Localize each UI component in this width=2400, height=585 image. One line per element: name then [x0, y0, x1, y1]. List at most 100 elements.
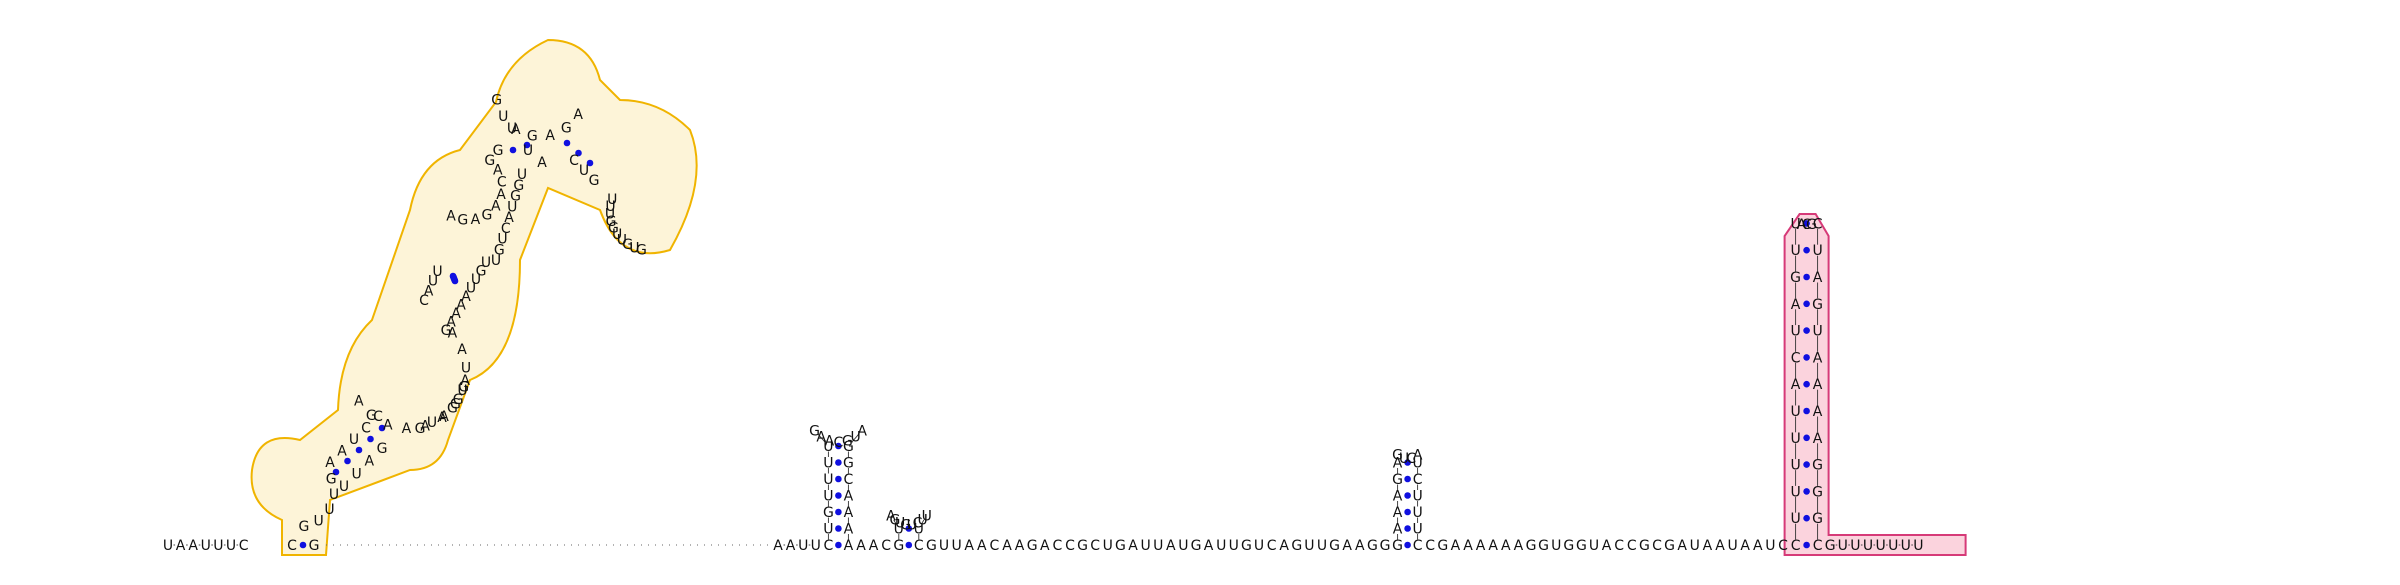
base-pair-hairpin-4	[1803, 327, 1810, 334]
hairpin-4-outline	[1783, 213, 1967, 556]
nucleotide-hairpin-3: A	[1413, 448, 1423, 464]
nucleotide-hairpin-4: A	[1791, 297, 1801, 313]
nucleotide-domain-a: G	[326, 472, 337, 488]
nucleotide-domain-a: A	[537, 155, 547, 171]
nucleotide-domain-a-highlight: G	[415, 421, 426, 437]
nucleotide-hairpin-4: A	[1813, 270, 1823, 286]
nucleotide-domain-a: G	[457, 213, 468, 229]
nucleotide-hairpin-1: G	[843, 439, 854, 455]
nucleotide-linker-2: A	[1279, 538, 1289, 554]
nucleotide-three-prime-tail: G	[1825, 538, 1836, 554]
nucleotide-domain-a: G	[453, 392, 464, 408]
domain-a-outline	[250, 38, 698, 556]
nucleotide-domain-a: U	[466, 281, 476, 297]
nucleotide-linker-2: A	[1002, 538, 1012, 554]
nucleotide-linker-2: U	[1229, 538, 1239, 554]
nucleotide-domain-a: C	[497, 175, 507, 191]
nucleotide-five-prime-tail: U	[226, 538, 236, 554]
nucleotide-linker-3: A	[1501, 538, 1511, 554]
nucleotide-hairpin-2: U	[895, 516, 905, 532]
nucleotide-hairpin-2: G	[893, 538, 904, 554]
nucleotide-five-prime-tail: A	[188, 538, 198, 554]
nucleotide-domain-a: A	[365, 454, 375, 470]
nucleotide-three-prime-tail: U	[1888, 538, 1898, 554]
nucleotide-domain-a: G	[450, 396, 461, 412]
nucleotide-linker-3: A	[1463, 538, 1473, 554]
nucleotide-hairpin-4: G	[1806, 217, 1817, 233]
nucleotide-hairpin-2: G	[900, 517, 911, 533]
base-pair-hairpin-4	[1803, 220, 1810, 227]
nucleotide-domain-a: A	[448, 326, 458, 342]
nucleotide-domain-a: G	[589, 173, 600, 189]
nucleotide-linker-3: U	[1589, 538, 1599, 554]
nucleotide-linker-2: C	[1267, 538, 1277, 554]
nucleotide-five-prime-tail: C	[239, 538, 249, 554]
nucleotide-domain-a: U	[507, 199, 517, 215]
backbone-layer	[173, 228, 1913, 546]
nucleotide-domain-a: A	[573, 107, 583, 123]
base-pair-hairpin-1	[835, 525, 842, 532]
nucleotide-hairpin-4: A	[1791, 377, 1801, 393]
nucleotide-hairpin-4: U	[1790, 243, 1800, 259]
nucleotide-linker-2: U	[1216, 538, 1226, 554]
nucleotide-domain-a: C	[373, 409, 383, 425]
nucleotide-domain-a: A	[456, 298, 466, 314]
nucleotide-domain-a: U	[523, 143, 533, 159]
nucleotide-domain-a: A	[491, 199, 501, 215]
nucleotide-domain-a: G	[481, 207, 492, 223]
nucleotide-domain-a: U	[517, 167, 527, 183]
nucleotide-linker-2: A	[964, 538, 974, 554]
nucleotide-hairpin-3: G	[1392, 448, 1403, 464]
nucleotide-linker-3: G	[1664, 538, 1675, 554]
nucleotide-hairpin-1: G	[842, 434, 853, 450]
nucleotide-domain-a: U	[457, 383, 467, 399]
nucleotide-three-prime-tail: U	[1901, 538, 1911, 554]
nucleotide-hairpin-4: A	[1813, 350, 1823, 366]
nucleotide-domain-a: U	[612, 227, 622, 243]
nucleotide-domain-a: G	[476, 264, 487, 280]
nucleotide-hairpin-4: C	[1813, 216, 1823, 232]
nucleotide-linker-2: C	[1090, 538, 1100, 554]
nucleotide-linker-2: U	[1140, 538, 1150, 554]
nucleotide-domain-a: U	[481, 255, 491, 271]
base-pair-hairpin-4	[1803, 246, 1810, 254]
nucleotide-linker-1: C	[881, 538, 891, 554]
nucleotide-domain-a: A	[496, 187, 506, 203]
nucleotide-linker-2: C	[990, 538, 1000, 554]
nucleotide-domain-a: C	[419, 293, 429, 309]
nucleotide-domain-a: G	[510, 189, 521, 205]
nucleotide-hairpin-4: G	[1812, 511, 1823, 527]
nucleotide-three-prime-tail: U	[1850, 538, 1860, 554]
nucleotide-domain-a: G	[494, 242, 505, 258]
nucleotide-domain-a: G	[527, 128, 538, 144]
nucleotide-domain-a: A	[461, 289, 471, 305]
nucleotide-hairpin-4: A	[1813, 404, 1823, 420]
nucleotide-hairpin-4: G	[1812, 297, 1823, 313]
nucleotide-linker-2: A	[977, 538, 987, 554]
nucleotide-hairpin-2: U	[914, 522, 924, 538]
nucleotide-linker-3: A	[1602, 538, 1612, 554]
nucleotide-linker-2: A	[1015, 538, 1025, 554]
nucleotide-linker-3: A	[1476, 538, 1486, 554]
nucleotide-domain-a-highlight: U	[427, 415, 437, 431]
nucleotide-three-prime-tail: U	[1838, 538, 1848, 554]
nucleotide-hairpin-1: U	[823, 439, 833, 455]
nucleotide-hairpin-1: U	[850, 430, 860, 446]
base-pair-hairpin-3	[1404, 459, 1411, 466]
nucleotide-linker-2: G	[1367, 538, 1378, 554]
nucleotide-hairpin-3: G	[1392, 538, 1403, 554]
nucleotide-domain-a: G	[441, 323, 452, 339]
nucleotide-linker-3: G	[1526, 538, 1537, 554]
nucleotide-hairpin-4: U	[1790, 216, 1800, 232]
nucleotide-hairpin-3: G	[1392, 472, 1403, 488]
backbone-hairpin-2	[921, 519, 925, 525]
nucleotide-domain-a: G	[299, 519, 310, 535]
base-pair-hairpin-2	[905, 541, 913, 549]
nucleotide-hairpin-4: U	[1790, 324, 1800, 340]
nucleotide-hairpin-1: U	[823, 472, 833, 488]
nucleotide-hairpin-4: U	[1790, 431, 1800, 447]
nucleotide-hairpin-2: U	[907, 517, 917, 533]
nucleotide-linker-1: A	[869, 538, 879, 554]
nucleotide-linker-2: U	[1153, 538, 1163, 554]
nucleotide-linker-2: G	[1291, 538, 1302, 554]
